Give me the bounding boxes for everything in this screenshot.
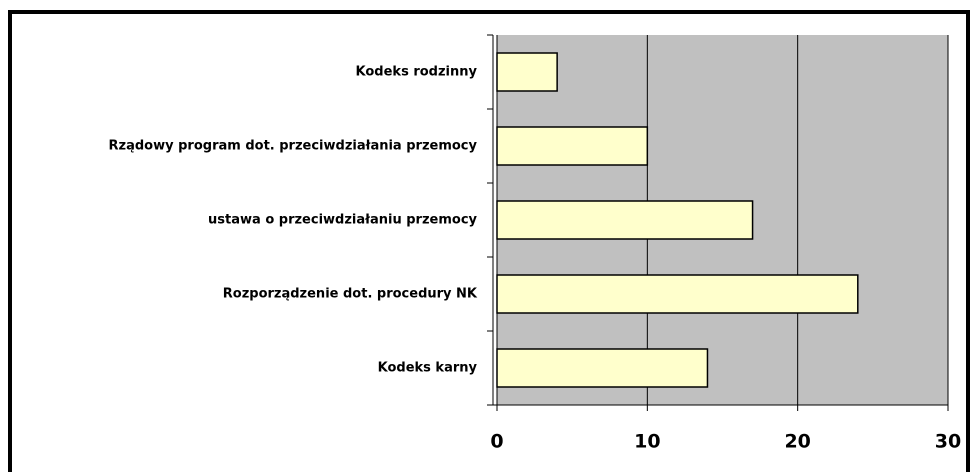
y-tick-label: Rozporządzenie dot. procedury NK (223, 287, 478, 302)
y-tick-label: Rządowy program dot. przeciwdziałania pr… (109, 139, 478, 154)
y-tick-label: ustawa o przeciwdziałaniu przemocy (208, 213, 477, 228)
bar (496, 274, 859, 314)
y-tick-label: Kodeks karny (378, 361, 478, 376)
y-tick-label: Kodeks rodzinny (356, 65, 478, 80)
x-tick-label: 0 (490, 431, 503, 453)
x-tick-label: 10 (634, 431, 660, 453)
bar (496, 348, 709, 388)
x-tick-label: 30 (935, 431, 961, 453)
bar (496, 126, 649, 166)
bar (496, 200, 754, 240)
x-tick-label: 20 (784, 431, 810, 453)
bar (496, 52, 558, 92)
